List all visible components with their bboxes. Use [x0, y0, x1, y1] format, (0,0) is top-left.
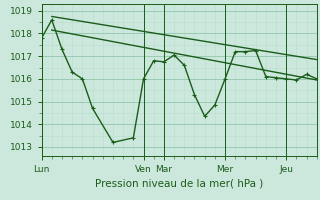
X-axis label: Pression niveau de la mer( hPa ): Pression niveau de la mer( hPa ): [95, 178, 263, 188]
